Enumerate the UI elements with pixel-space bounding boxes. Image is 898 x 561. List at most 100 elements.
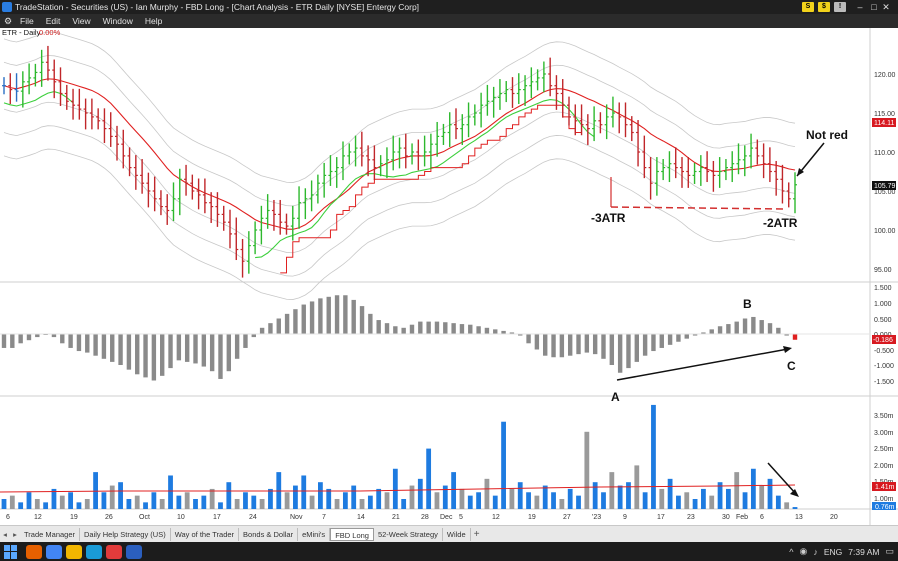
price-bar — [516, 73, 521, 105]
osc-bar — [218, 334, 223, 379]
price-bar — [466, 102, 471, 138]
date-tick: 13 — [795, 514, 803, 521]
price-bar — [548, 57, 553, 97]
notification-icon[interactable]: ▭ — [885, 546, 894, 556]
volume-bar — [84, 499, 90, 509]
osc-bar — [592, 334, 598, 355]
osc-bar — [309, 301, 315, 334]
chart-area[interactable]: ETR - Daily 0.00% 120.00 115.00 110.00 1… — [0, 28, 898, 525]
chrome-icon[interactable] — [46, 544, 62, 559]
price-bar — [736, 143, 741, 175]
minimize-button[interactable]: – — [857, 2, 863, 12]
tab-trade-manager[interactable]: Trade Manager — [20, 527, 80, 541]
chevron-up-icon[interactable]: ^ — [789, 546, 794, 557]
osc-bar — [726, 324, 731, 334]
gear-icon[interactable]: ⚙ — [3, 15, 13, 26]
arrow-head — [790, 489, 799, 497]
tab-scroll-left-icon[interactable]: ◂ — [3, 529, 7, 539]
osc-bar — [584, 334, 590, 353]
osc-bar — [451, 323, 456, 334]
price-bar — [780, 164, 785, 204]
price-bar — [152, 176, 157, 212]
close-button[interactable]: ✕ — [882, 2, 890, 12]
osc-bar — [18, 334, 23, 344]
firefox-icon[interactable] — [26, 544, 42, 559]
price-bar — [89, 98, 94, 130]
price-bar — [196, 178, 201, 210]
volume-bar — [401, 499, 407, 509]
file-explorer-icon[interactable] — [66, 544, 82, 559]
volume-bar — [517, 482, 523, 509]
osc-bar — [334, 295, 340, 334]
tab-fbd-long[interactable]: FBD Long — [330, 527, 374, 541]
tab-bonds-dollar[interactable]: Bonds & Dollar — [239, 527, 299, 541]
date-tick: 24 — [249, 514, 257, 521]
volume-bar — [601, 492, 606, 509]
menu-help[interactable]: Help — [144, 16, 163, 26]
tab-daily-help-strategy[interactable]: Daily Help Strategy (US) — [80, 527, 171, 541]
tab-eminis[interactable]: eMini's — [298, 527, 331, 541]
price-bar — [171, 182, 176, 222]
osc-bar — [717, 326, 723, 334]
volume-bar — [118, 482, 123, 509]
chart-canvas[interactable]: ETR - Daily 0.00% 120.00 115.00 110.00 1… — [0, 28, 898, 525]
osc-bar — [634, 334, 639, 362]
volume-icon[interactable]: ♪ — [813, 546, 818, 557]
osc-bar — [226, 334, 232, 372]
osc-bar — [351, 299, 356, 334]
osc-bar — [709, 329, 714, 334]
date-tick: 26 — [105, 514, 113, 521]
tradestation-app-icon[interactable] — [86, 544, 102, 559]
add-tab-icon[interactable]: + — [473, 528, 480, 540]
menu-edit[interactable]: Edit — [45, 16, 61, 26]
language-indicator[interactable]: ENG — [823, 546, 843, 557]
volume-bar — [759, 485, 765, 509]
date-tick: Dec — [440, 514, 453, 521]
system-tray: ^ ◉ ♪ ENG 7:39 AM ▭ — [789, 542, 894, 561]
menu-view[interactable]: View — [72, 16, 91, 26]
volume-bar — [767, 478, 773, 509]
osc-bar — [359, 306, 365, 334]
maximize-button[interactable]: □ — [871, 2, 877, 12]
volume-bar — [109, 485, 115, 509]
network-icon[interactable]: ◉ — [799, 546, 808, 556]
price-tick: 95.00 — [874, 267, 892, 274]
tab-52-week-strategy[interactable]: 52-Week Strategy — [374, 527, 443, 541]
word-icon[interactable] — [126, 544, 142, 559]
price-bar — [698, 155, 703, 186]
price-bar — [108, 112, 113, 147]
tab-wilde[interactable]: Wilde — [443, 527, 471, 541]
clock[interactable]: 7:39 AM — [848, 546, 880, 557]
badge-dollar[interactable]: $ — [818, 2, 830, 12]
volume-bar — [218, 502, 223, 509]
date-tick: 5 — [459, 514, 463, 521]
tab-scroll-right-icon[interactable]: ▸ — [13, 529, 17, 539]
osc-tick: 0.500 — [874, 317, 892, 324]
volume-bar — [734, 472, 740, 509]
menu-window[interactable]: Window — [102, 16, 133, 26]
price-bar — [322, 162, 327, 198]
badge-s[interactable]: S — [802, 2, 814, 12]
price-bar — [554, 75, 559, 110]
volume-bar — [159, 499, 165, 509]
app-icon[interactable] — [106, 544, 122, 559]
price-bar — [447, 112, 452, 147]
osc-bar — [476, 326, 481, 334]
badge-alert[interactable]: ! — [834, 2, 846, 12]
price-bar — [221, 205, 226, 231]
price-bar — [761, 143, 766, 179]
osc-tick: 1.500 — [874, 285, 892, 292]
price-bar — [328, 155, 333, 186]
vol-tick: 3.50m — [874, 413, 894, 420]
price-bar — [165, 194, 170, 225]
windows-start-icon[interactable] — [4, 544, 18, 559]
menu-file[interactable]: File — [20, 16, 34, 26]
volume-bar — [476, 492, 481, 509]
price-tick: 105.00 — [874, 189, 896, 196]
osc-bar — [384, 323, 390, 334]
tab-way-of-the-trader[interactable]: Way of the Trader — [171, 527, 240, 541]
volume-bar — [334, 499, 340, 509]
volume-bar — [551, 492, 556, 509]
volume-bar — [251, 495, 257, 509]
price-bar — [535, 69, 540, 91]
